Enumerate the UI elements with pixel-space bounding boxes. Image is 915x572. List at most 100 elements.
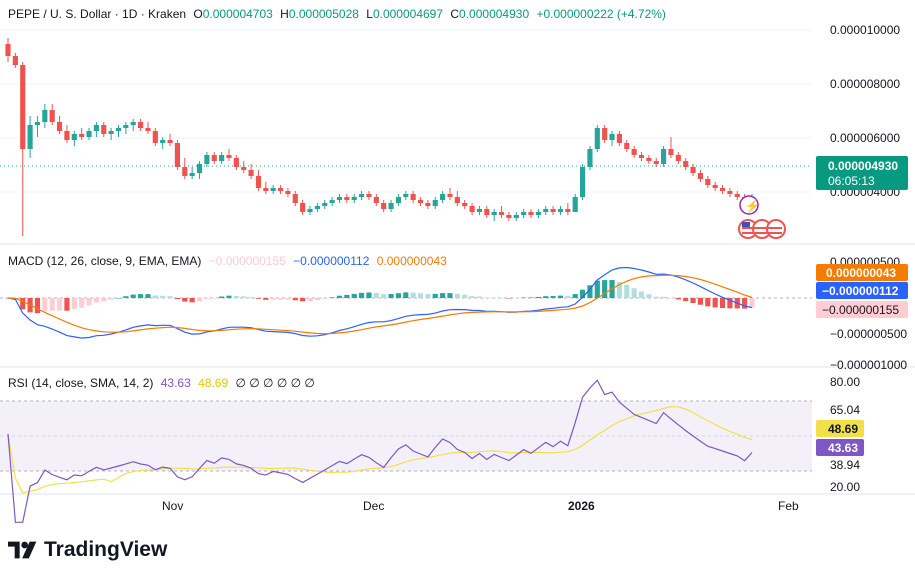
- macd-histogram-bar: [388, 293, 394, 298]
- macd-histogram-bar: [476, 296, 483, 298]
- candle-body: [336, 197, 343, 200]
- candle-body: [550, 209, 556, 212]
- candle-body: [292, 194, 298, 203]
- symbol-title[interactable]: PEPE / U. S. Dollar · 1D · Kraken: [8, 7, 187, 21]
- macd-histogram-bar: [690, 298, 696, 304]
- macd-histogram-bar: [742, 298, 748, 309]
- candle-body: [587, 149, 593, 167]
- macd-histogram-bar: [233, 296, 239, 298]
- candle-body: [93, 125, 99, 131]
- candle-body: [277, 188, 284, 191]
- time-tick: Dec: [363, 499, 384, 513]
- macd-histogram-bar: [579, 289, 586, 298]
- macd-histogram-bar: [594, 280, 600, 298]
- macd-histogram-bar: [535, 296, 541, 298]
- time-tick: Feb: [778, 499, 799, 513]
- candle-body: [5, 44, 11, 56]
- lightning-event-icon[interactable]: [739, 195, 759, 215]
- candle-body: [204, 155, 210, 164]
- macd-histogram-bar: [683, 298, 689, 302]
- candle-body: [432, 200, 438, 206]
- candle-body: [417, 200, 424, 203]
- macd-histogram-bar: [528, 297, 534, 298]
- rsi-value-badge-value: 43.63: [828, 441, 858, 455]
- candle-body: [388, 203, 394, 209]
- macd-histogram-bar: [20, 298, 26, 310]
- macd-histogram-bar: [189, 298, 195, 303]
- macd-histogram-bar: [498, 297, 505, 299]
- low-value: 0.000004697: [372, 7, 444, 21]
- macd-histogram-bar: [432, 293, 438, 298]
- candle-body: [152, 131, 158, 143]
- macd-histogram-bar: [440, 293, 446, 298]
- macd-histogram-bar: [454, 293, 460, 298]
- candle-body: [565, 209, 571, 212]
- macd-histogram-bar: [550, 296, 556, 298]
- macd-hist-legend-value: −0.000000155: [208, 254, 286, 268]
- candle-body: [624, 143, 630, 149]
- macd-value-badge: [816, 282, 908, 299]
- candle-body: [373, 197, 379, 203]
- tradingview-brand[interactable]: TradingView: [8, 538, 167, 562]
- high-label: H: [280, 7, 289, 21]
- candle-body: [513, 215, 519, 218]
- candle-body: [506, 215, 512, 218]
- rsi-legend[interactable]: RSI (14, close, SMA, 14, 2) 43.63 48.69 …: [8, 376, 319, 390]
- candle-body: [42, 110, 48, 122]
- candle-body: [712, 185, 718, 188]
- candle-body: [211, 155, 217, 161]
- candle-body: [719, 188, 726, 191]
- rsi-title[interactable]: RSI (14, close, SMA, 14, 2): [8, 376, 154, 390]
- candle-body: [145, 128, 151, 131]
- macd-histogram-bar: [123, 296, 129, 298]
- price-tick: 0.000008000: [830, 77, 900, 91]
- candle-body: [366, 194, 372, 197]
- macd-histogram-bar: [160, 295, 166, 298]
- close-label: C: [450, 7, 460, 21]
- ohlc-low: L0.000004697: [366, 7, 443, 21]
- main-legend[interactable]: PEPE / U. S. Dollar · 1D · Kraken O0.000…: [8, 7, 670, 21]
- candle-body: [528, 212, 534, 215]
- candle-body: [690, 167, 696, 173]
- macd-histogram-bar: [513, 298, 519, 299]
- macd-title[interactable]: MACD (12, 26, close, 9, EMA, EMA): [8, 254, 202, 268]
- candle-body: [174, 143, 181, 167]
- brand-name: TradingView: [44, 538, 168, 561]
- candle-body: [79, 134, 85, 137]
- candle-body: [248, 170, 254, 176]
- macd-histogram-bar: [49, 298, 55, 311]
- candle-body: [241, 167, 247, 170]
- macd-legend-value: −0.000000112: [293, 254, 370, 268]
- candle-body: [697, 173, 704, 179]
- candle-body: [130, 122, 136, 125]
- candle-body: [344, 197, 350, 200]
- macd-histogram-bar: [557, 295, 564, 298]
- macd-histogram-bar: [572, 294, 578, 298]
- candle-body: [734, 194, 740, 197]
- macd-histogram-bar: [115, 297, 122, 299]
- macd-histogram-bar: [521, 297, 527, 299]
- rsi-line: [7, 379, 753, 523]
- candle-body: [579, 167, 586, 197]
- rsi-tick: 80.00: [830, 375, 860, 389]
- flag-stripes: [742, 232, 782, 234]
- macd-histogram-bar: [668, 297, 674, 299]
- economic-events-icons[interactable]: [738, 219, 786, 239]
- macd-histogram-bar: [285, 298, 291, 300]
- macd-histogram-bar: [42, 298, 48, 312]
- candle-body: [572, 197, 578, 212]
- time-tick: 2026: [568, 499, 595, 513]
- macd-histogram-bar: [719, 298, 726, 309]
- macd-histogram-bar: [255, 298, 262, 299]
- candle-body: [543, 209, 549, 212]
- price-tick: 0.000006000: [830, 131, 900, 145]
- macd-histogram-bar: [462, 294, 468, 298]
- macd-histogram-bar: [631, 288, 637, 298]
- candle-body: [646, 158, 652, 161]
- macd-legend[interactable]: MACD (12, 26, close, 9, EMA, EMA) −0.000…: [8, 254, 451, 268]
- macd-histogram-bar: [300, 298, 306, 302]
- macd-line: [7, 266, 753, 339]
- candle-body: [300, 203, 306, 212]
